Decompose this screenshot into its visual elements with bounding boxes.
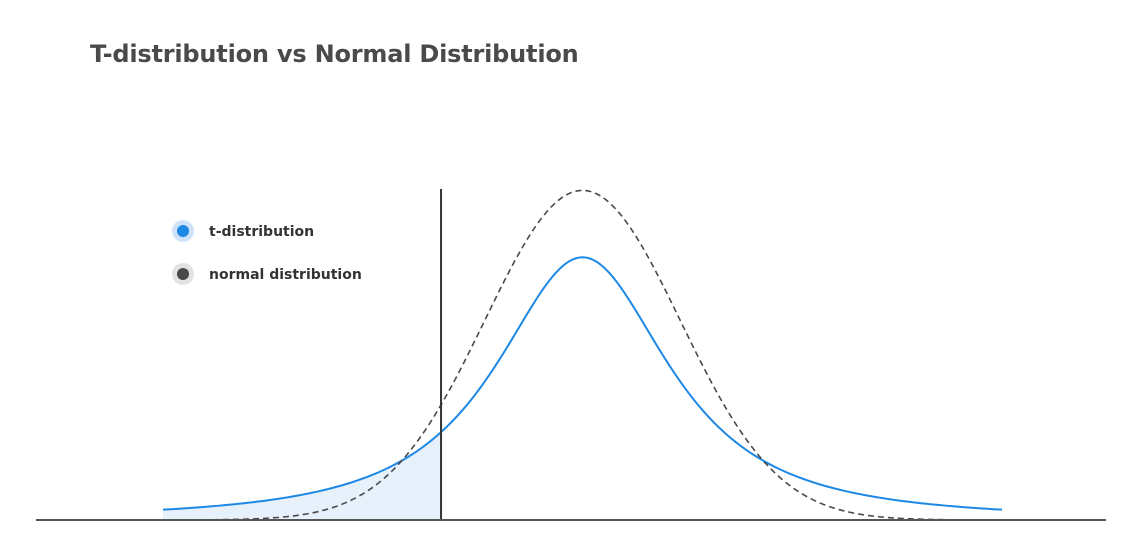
normal-distribution-curve: [162, 189, 1003, 521]
legend: t-distribution normal distribution: [172, 220, 362, 285]
chart-title: T-distribution vs Normal Distribution: [90, 40, 579, 68]
t-left-tail-shading: [163, 432, 442, 520]
t-distribution-legend-label: t-distribution: [209, 224, 314, 240]
legend-item-t-distribution[interactable]: t-distribution: [172, 220, 314, 242]
normal-distribution-legend-label: normal distribution: [209, 267, 362, 283]
t-distribution-curve: [162, 256, 1003, 511]
legend-item-normal-distribution[interactable]: normal distribution: [172, 263, 362, 285]
t-distribution-legend-dot: [177, 225, 189, 237]
normal-distribution-legend-dot: [177, 268, 189, 280]
